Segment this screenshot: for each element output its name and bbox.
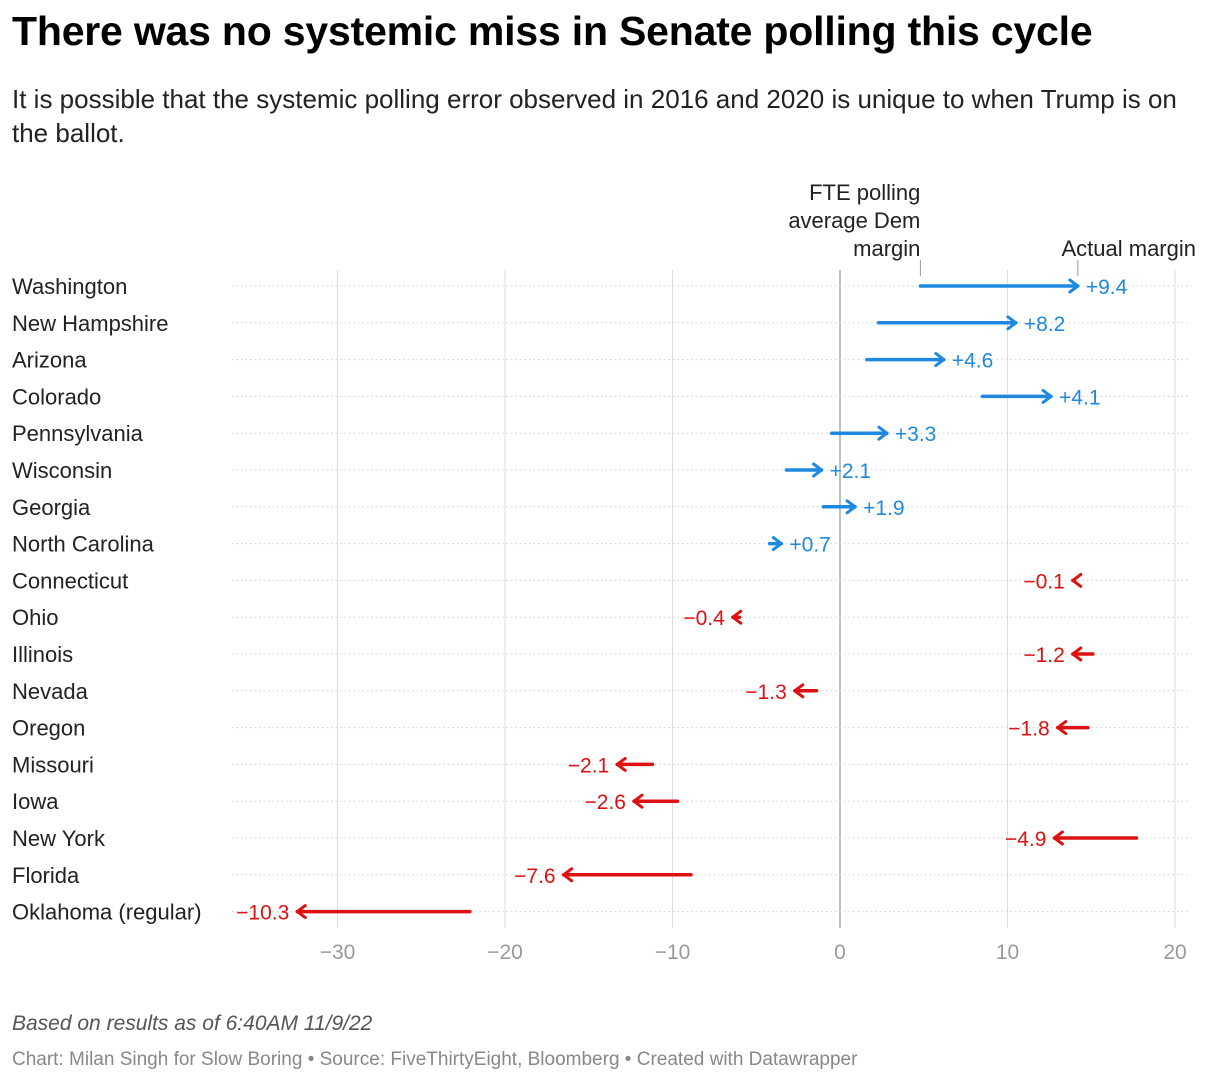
value-label: −0.4 — [683, 607, 725, 630]
value-label: −0.1 — [1023, 570, 1064, 593]
source-credit: Chart: Milan Singh for Slow Boring • Sou… — [12, 1049, 858, 1070]
x-tick-label: 10 — [996, 941, 1019, 964]
state-label: Wisconsin — [12, 458, 112, 483]
footnote: Based on results as of 6:40AM 11/9/22 — [12, 1012, 373, 1035]
state-label: Washington — [12, 274, 127, 299]
x-tick-label: −20 — [487, 941, 523, 964]
state-label: Missouri — [12, 752, 94, 777]
end-annotation: Actual margin — [1061, 236, 1196, 261]
start-annotation: FTE polling average Dem margin — [788, 180, 920, 261]
x-tick-label: 0 — [834, 941, 846, 964]
state-label: New York — [12, 826, 106, 851]
value-label: +4.6 — [952, 350, 993, 373]
value-label: −10.3 — [236, 902, 289, 925]
chart-title: There was no systemic miss in Senate pol… — [12, 8, 1093, 54]
state-label: Arizona — [12, 348, 87, 373]
state-label: Pennsylvania — [12, 421, 144, 446]
state-label: North Carolina — [12, 532, 155, 557]
x-tick-label: −30 — [320, 941, 356, 964]
value-label: +0.7 — [789, 534, 830, 557]
state-label: Nevada — [12, 679, 89, 704]
value-label: −4.9 — [1005, 828, 1046, 851]
arrow-chart: −30 −20 −10 0 10 20 FTE polling average Dem mar… — [12, 180, 1196, 964]
state-label: Connecticut — [12, 568, 128, 593]
value-label: +2.1 — [830, 460, 871, 483]
state-label: Ohio — [12, 605, 58, 630]
chart-subtitle: It is possible that the systemic polling… — [12, 84, 1177, 148]
state-label: Georgia — [12, 495, 91, 520]
state-label: Colorado — [12, 384, 101, 409]
x-tick-label: −10 — [655, 941, 691, 964]
value-label: −1.2 — [1023, 644, 1064, 667]
state-label: Oklahoma (regular) — [12, 900, 202, 925]
value-label: +1.9 — [863, 497, 904, 520]
value-label: −7.6 — [514, 865, 555, 888]
state-label: New Hampshire — [12, 311, 169, 336]
value-label: +8.2 — [1024, 313, 1065, 336]
value-label: −1.8 — [1008, 718, 1049, 741]
value-label: −1.3 — [745, 681, 786, 704]
value-label: −2.6 — [585, 791, 626, 814]
state-label: Florida — [12, 863, 80, 888]
value-label: −2.1 — [568, 754, 609, 777]
state-label: Illinois — [12, 642, 73, 667]
x-tick-label: 20 — [1163, 941, 1186, 964]
state-label: Oregon — [12, 716, 85, 741]
value-label: +4.1 — [1059, 386, 1100, 409]
state-label: Iowa — [12, 789, 59, 814]
value-label: +9.4 — [1086, 276, 1128, 299]
value-label: +3.3 — [895, 423, 936, 446]
